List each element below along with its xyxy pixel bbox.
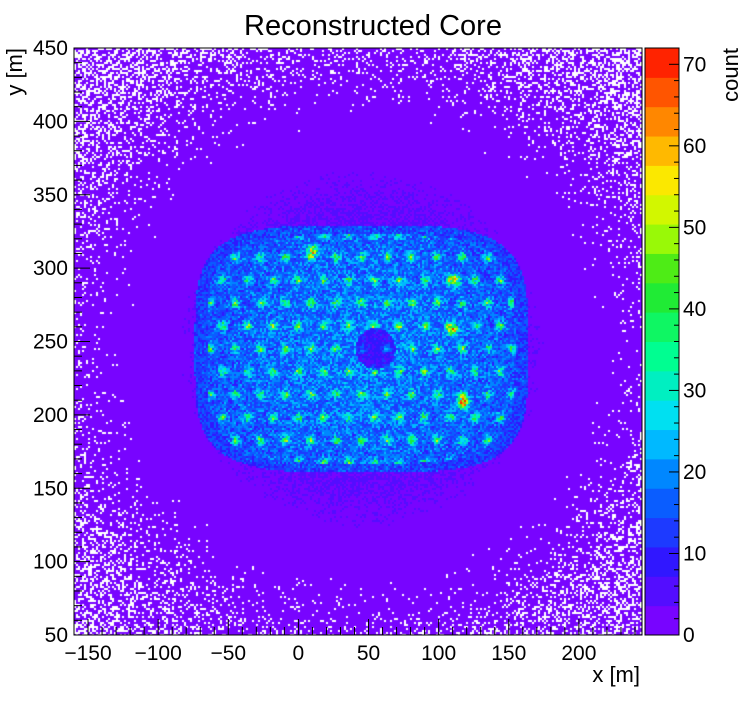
palette-band <box>645 458 679 489</box>
y-tick-label: 100 <box>33 551 68 574</box>
palette-tick-label: 70 <box>683 53 706 76</box>
palette-band <box>645 341 679 372</box>
palette-band <box>645 224 679 254</box>
palette-band <box>645 253 679 284</box>
y-tick-label: 50 <box>45 624 68 647</box>
y-tick-label: 150 <box>33 477 68 500</box>
palette-tick-label: 40 <box>683 298 706 321</box>
palette-tick-label: 60 <box>683 135 706 158</box>
heatmap-image <box>74 48 642 635</box>
palette-tick-label: 20 <box>683 461 706 484</box>
palette-band <box>645 106 679 137</box>
y-tick-label: 450 <box>33 37 68 60</box>
x-axis-label: x [m] <box>592 662 640 687</box>
x-tick-label: 50 <box>357 642 380 665</box>
palette-band <box>645 488 679 519</box>
palette-tick-label: 10 <box>683 542 706 565</box>
color-palette <box>645 48 679 636</box>
x-tick-label: −150 <box>64 642 111 665</box>
palette-band <box>645 605 679 636</box>
palette-band <box>645 77 679 108</box>
heatmap-cells <box>74 48 642 635</box>
x-tick-label: −100 <box>134 642 181 665</box>
palette-tick-label: 30 <box>683 379 706 402</box>
palette-band <box>645 48 679 78</box>
palette-tick-label: 0 <box>683 624 695 647</box>
x-tick-label: 200 <box>561 642 596 665</box>
y-tick-label: 200 <box>33 404 68 427</box>
x-tick-label: 100 <box>421 642 456 665</box>
y-tick-label: 300 <box>33 257 68 280</box>
palette-band <box>645 136 679 166</box>
palette-band <box>645 429 679 460</box>
y-tick-label: 250 <box>33 331 68 354</box>
x-axis: −150 −100 −50 0 50 100 150 200 <box>64 619 636 665</box>
palette-band <box>645 165 679 196</box>
y-tick-label: 350 <box>33 184 68 207</box>
palette-band <box>645 194 679 225</box>
palette-axis: 0 10 20 30 40 50 60 70 <box>669 47 706 647</box>
palette-tick-label: 50 <box>683 216 706 239</box>
y-axis-label: y [m] <box>2 48 27 96</box>
chart-title: Reconstructed Core <box>244 10 502 42</box>
x-tick-label: 150 <box>491 642 526 665</box>
palette-band <box>645 546 679 577</box>
palette-band <box>645 576 679 607</box>
palette-band <box>645 370 679 401</box>
palette-label: count <box>718 48 743 102</box>
palette-band <box>645 312 679 342</box>
palette-band <box>645 282 679 313</box>
palette-band <box>645 517 679 548</box>
y-tick-label: 400 <box>33 110 68 133</box>
y-axis: 50 100 150 200 250 300 350 400 450 <box>33 37 90 647</box>
x-tick-label: 0 <box>293 642 305 665</box>
palette-band <box>645 400 679 431</box>
x-tick-label: −50 <box>210 642 246 665</box>
